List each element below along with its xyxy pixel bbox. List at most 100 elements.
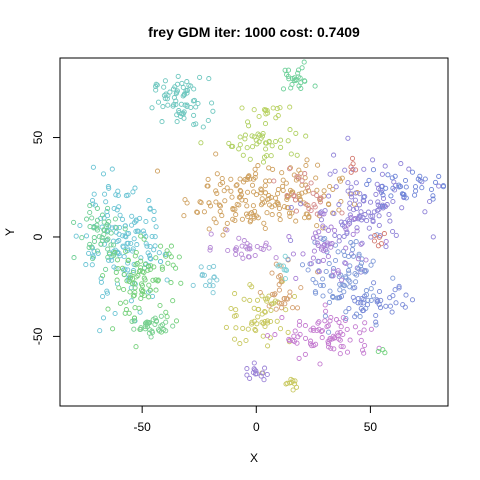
- data-point: [223, 199, 227, 203]
- data-point: [306, 268, 310, 272]
- data-point: [180, 81, 184, 85]
- x-axis: -50 0 50: [133, 406, 377, 434]
- data-point: [384, 304, 388, 308]
- data-point: [250, 183, 254, 187]
- data-point: [207, 77, 211, 81]
- data-point: [350, 156, 354, 160]
- data-point: [252, 190, 256, 194]
- data-point: [367, 178, 371, 182]
- data-point: [413, 185, 417, 189]
- data-point: [159, 259, 163, 263]
- data-point: [198, 75, 202, 79]
- data-point: [164, 310, 168, 314]
- data-point: [238, 143, 242, 147]
- data-point: [303, 352, 307, 356]
- data-point: [134, 345, 138, 349]
- data-point: [337, 239, 341, 243]
- data-point: [240, 217, 244, 221]
- data-point: [234, 326, 238, 330]
- data-point: [327, 330, 331, 334]
- data-point: [248, 298, 252, 302]
- data-point: [324, 269, 328, 273]
- data-point: [286, 330, 290, 334]
- data-point: [229, 306, 233, 310]
- data-point: [123, 227, 127, 231]
- data-point: [238, 177, 242, 181]
- data-point: [237, 236, 241, 240]
- data-point: [247, 124, 251, 128]
- x-tick-label: -50: [133, 420, 151, 434]
- data-point: [163, 79, 167, 83]
- data-point: [221, 233, 225, 237]
- data-point: [348, 201, 352, 205]
- data-point: [252, 108, 256, 112]
- data-point: [72, 220, 76, 224]
- data-point: [274, 196, 278, 200]
- data-point: [277, 288, 281, 292]
- data-point: [348, 213, 352, 217]
- data-point: [326, 228, 330, 232]
- data-point: [267, 166, 271, 170]
- data-point: [386, 173, 390, 177]
- data-point: [389, 194, 393, 198]
- data-point: [281, 87, 285, 91]
- data-point: [391, 229, 395, 233]
- data-point: [377, 289, 381, 293]
- data-point: [238, 135, 242, 139]
- data-point: [150, 106, 154, 110]
- data-point: [337, 203, 341, 207]
- data-point: [255, 322, 259, 326]
- data-point: [304, 134, 308, 138]
- data-point: [363, 343, 367, 347]
- data-point: [363, 270, 367, 274]
- data-point: [323, 303, 327, 307]
- data-point: [206, 118, 210, 122]
- data-point: [391, 199, 395, 203]
- data-point: [299, 286, 303, 290]
- data-point: [152, 217, 156, 221]
- data-point: [220, 214, 224, 218]
- x-tick-label: 0: [253, 420, 260, 434]
- data-point: [159, 244, 163, 248]
- data-point: [269, 154, 273, 158]
- data-point: [289, 152, 293, 156]
- data-point: [194, 105, 198, 109]
- data-point: [369, 263, 373, 267]
- data-point: [342, 290, 346, 294]
- data-point: [303, 324, 307, 328]
- data-point: [241, 153, 245, 157]
- data-point: [333, 233, 337, 237]
- data-point: [226, 248, 230, 252]
- data-point: [283, 254, 287, 258]
- data-point: [84, 263, 88, 267]
- data-point: [321, 277, 325, 281]
- data-point: [161, 105, 165, 109]
- data-point: [376, 244, 380, 248]
- y-tick-label: 0: [31, 233, 45, 240]
- data-point: [263, 184, 267, 188]
- data-point: [354, 168, 358, 172]
- data-point: [133, 306, 137, 310]
- data-point: [106, 307, 110, 311]
- data-point: [382, 232, 386, 236]
- data-point: [294, 219, 298, 223]
- data-point: [337, 235, 341, 239]
- data-point: [90, 216, 94, 220]
- data-point: [336, 331, 340, 335]
- data-point: [287, 235, 291, 239]
- data-point: [331, 269, 335, 273]
- data-point: [374, 313, 378, 317]
- data-point: [78, 223, 82, 227]
- data-point: [274, 256, 278, 260]
- data-point: [404, 185, 408, 189]
- data-point: [297, 356, 301, 360]
- data-point: [234, 252, 238, 256]
- data-point: [175, 82, 179, 86]
- data-point: [101, 294, 105, 298]
- data-point: [266, 344, 270, 348]
- data-point: [191, 283, 195, 287]
- data-point: [294, 385, 298, 389]
- data-point: [334, 185, 338, 189]
- data-point: [275, 319, 279, 323]
- data-point: [351, 232, 355, 236]
